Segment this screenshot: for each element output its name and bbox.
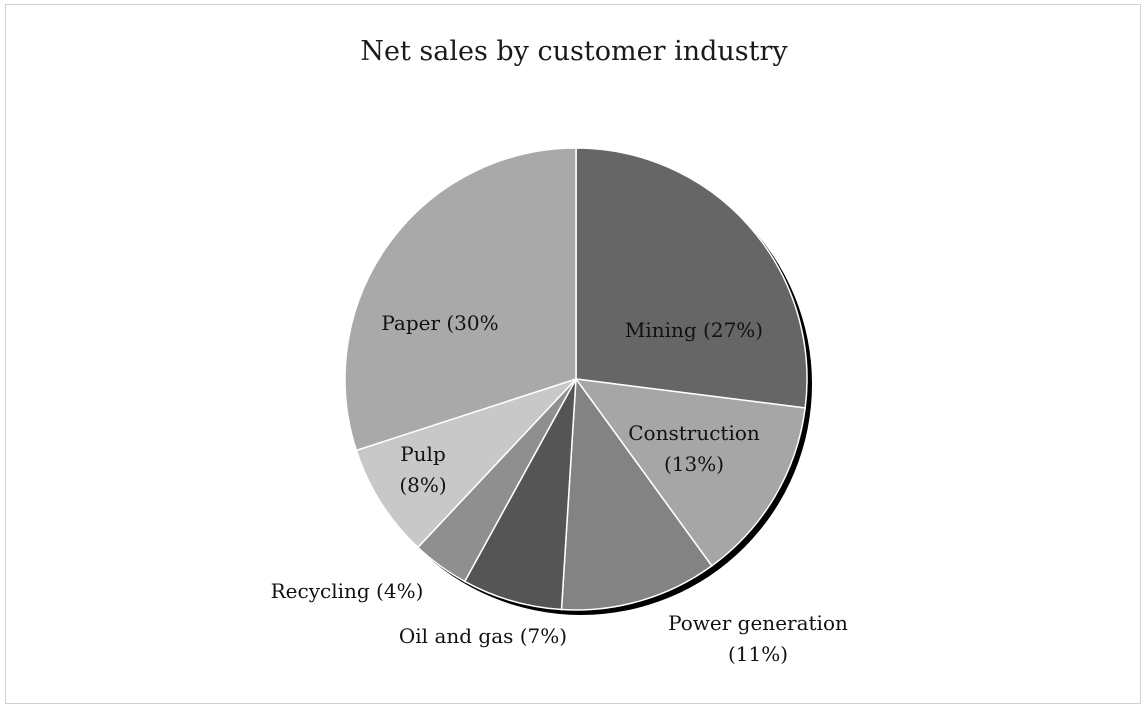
slice-label-pulp: Pulp (8%): [399, 442, 446, 497]
slice-label-oil-and-gas: Oil and gas (7%): [399, 624, 567, 648]
pie-slice-construction: [574, 378, 807, 567]
pie-labels: Mining (27%) Construction (13%) Power gener…: [271, 311, 848, 666]
pie-slices: [344, 147, 808, 611]
slice-label-paper: Paper (30%: [381, 311, 498, 335]
slice-label-recycling: Recycling (4%): [271, 579, 424, 603]
slice-label-power-generation: Power generation (11%): [668, 611, 848, 666]
pie-slice-mining: [575, 147, 808, 409]
chart-title: Net sales by customer industry: [360, 36, 788, 67]
slice-label-construction: Construction (13%): [628, 421, 760, 476]
pie-slice-pulp: [355, 378, 577, 549]
slice-label-mining: Mining (27%): [625, 318, 763, 342]
pie-chart: Mining (27%) Construction (13%) Power gener…: [271, 147, 848, 666]
pie-slice-paper: [344, 147, 577, 452]
pie-slice-power-generation: [560, 376, 713, 611]
pie-slice-oil-and-gas: [463, 378, 577, 611]
